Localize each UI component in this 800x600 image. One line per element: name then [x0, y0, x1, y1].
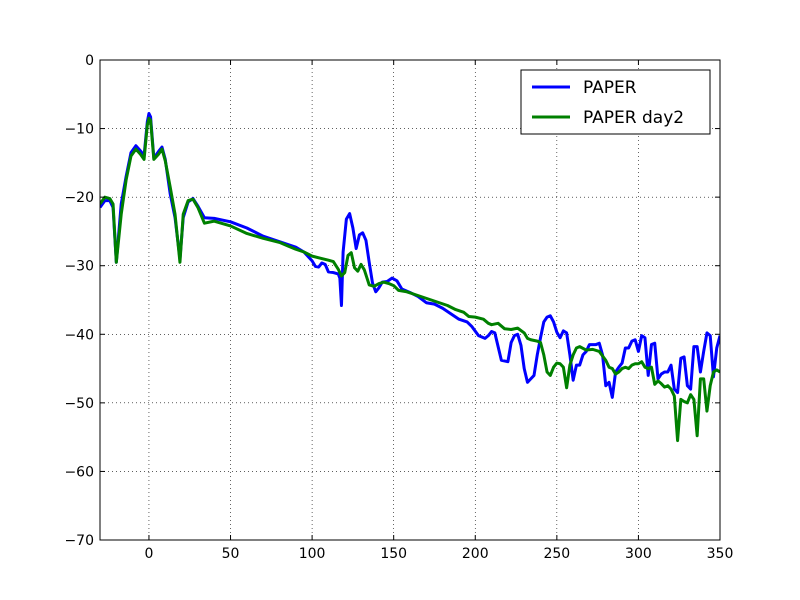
series-line-2: [100, 116, 720, 443]
x-tick-label: 250: [543, 546, 570, 562]
legend: PAPER PAPER day2: [520, 69, 711, 135]
plot-frame: [99, 59, 721, 541]
legend-box: [520, 69, 711, 135]
legend-label-1: PAPER: [583, 78, 637, 98]
x-tick-label: 150: [380, 546, 407, 562]
y-tick-label: −20: [64, 190, 94, 206]
y-tick-label: −10: [64, 122, 94, 138]
y-tick-label: −50: [64, 396, 94, 412]
x-tick-label: 100: [299, 546, 326, 562]
y-tick-label: 0: [85, 53, 94, 69]
x-tick-label: 350: [707, 546, 734, 562]
y-tick-label: −70: [64, 533, 94, 549]
y-tick-label: −40: [64, 327, 94, 343]
series-group: [100, 111, 720, 443]
x-tick-label: 0: [144, 546, 153, 562]
y-tick-label: −60: [64, 464, 94, 480]
x-tick-label: 300: [625, 546, 652, 562]
x-tick-label: 200: [462, 546, 489, 562]
axis-ticks: 0 50 100 150 200 250 300 350 0 −10 −20 −30 −40 −50 −60…: [64, 53, 733, 562]
x-tick-label: 50: [222, 546, 240, 562]
y-tick-label: −30: [64, 259, 94, 275]
legend-label-2: PAPER day2: [583, 108, 684, 128]
